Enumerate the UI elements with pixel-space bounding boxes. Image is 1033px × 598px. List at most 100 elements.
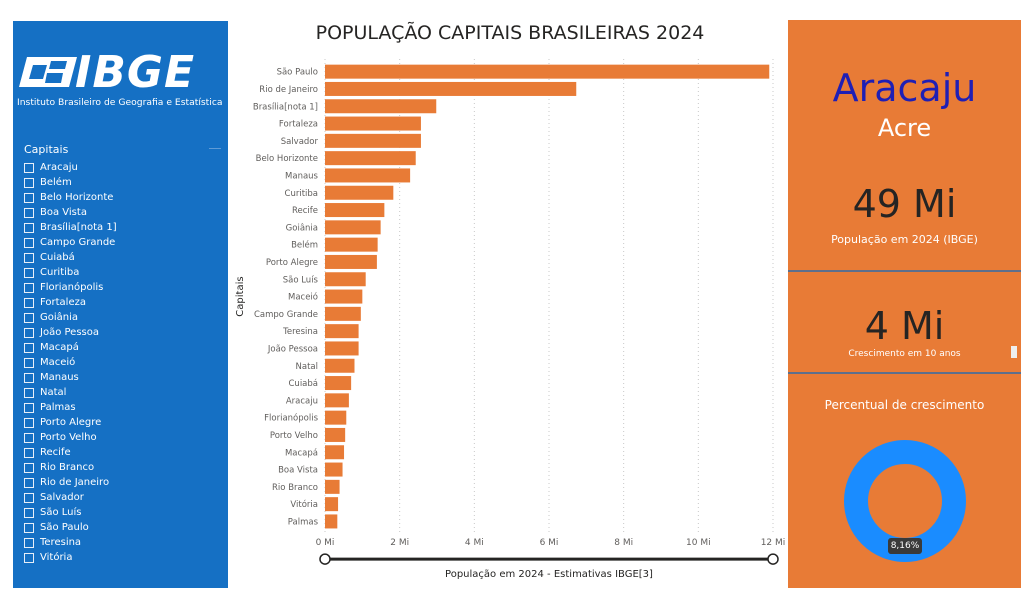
slicer-item[interactable]: Curitiba	[24, 265, 117, 280]
slicer-item-label: Belo Horizonte	[40, 192, 114, 203]
bar[interactable]	[325, 479, 340, 494]
bar[interactable]	[325, 427, 346, 442]
bar[interactable]	[325, 185, 394, 200]
bar[interactable]	[325, 220, 381, 235]
bar[interactable]	[325, 462, 343, 477]
checkbox[interactable]	[24, 462, 34, 473]
bar[interactable]	[325, 64, 770, 79]
slicer-item[interactable]: Cuiabá	[24, 250, 117, 265]
checkbox[interactable]	[24, 342, 34, 353]
donut-slice[interactable]	[844, 440, 966, 562]
checkbox[interactable]	[24, 237, 34, 248]
checkbox[interactable]	[24, 417, 34, 428]
scrollbar[interactable]	[1011, 346, 1017, 358]
slicer-item[interactable]: Recife	[24, 445, 117, 460]
slicer-item[interactable]: Porto Alegre	[24, 415, 117, 430]
y-category-label: Natal	[296, 362, 318, 372]
bar[interactable]	[325, 514, 338, 529]
checkbox[interactable]	[24, 177, 34, 188]
range-slider-handle-max[interactable]	[767, 553, 779, 565]
bar[interactable]	[325, 306, 361, 321]
slicer-item[interactable]: Palmas	[24, 400, 117, 415]
checkbox[interactable]	[24, 402, 34, 413]
population-label: População em 2024 (IBGE)	[831, 233, 978, 246]
x-tick-label: 2 Mi	[390, 538, 409, 548]
x-tick-label: 4 Mi	[465, 538, 484, 548]
bar[interactable]	[325, 99, 437, 114]
checkbox[interactable]	[24, 537, 34, 548]
slicer-item[interactable]: João Pessoa	[24, 325, 117, 340]
checkbox[interactable]	[24, 522, 34, 533]
checkbox[interactable]	[24, 387, 34, 398]
bar[interactable]	[325, 133, 421, 148]
growth-value: 4 Mi	[864, 304, 945, 348]
slicer-item[interactable]: Porto Velho	[24, 430, 117, 445]
bar[interactable]	[325, 341, 359, 356]
checkbox[interactable]	[24, 267, 34, 278]
bar[interactable]	[325, 410, 347, 425]
slicer-item[interactable]: Salvador	[24, 490, 117, 505]
slicer-item-label: João Pessoa	[40, 327, 99, 338]
bar[interactable]	[325, 289, 363, 304]
checkbox[interactable]	[24, 477, 34, 488]
y-category-label: Macapá	[285, 448, 318, 458]
slicer-item[interactable]: Natal	[24, 385, 117, 400]
slicer-item[interactable]: Campo Grande	[24, 235, 117, 250]
checkbox[interactable]	[24, 507, 34, 518]
slicer-item[interactable]: Maceió	[24, 355, 117, 370]
y-category-label: São Paulo	[277, 68, 318, 78]
bar[interactable]	[325, 254, 377, 269]
slicer-item[interactable]: Rio de Janeiro	[24, 475, 117, 490]
checkbox[interactable]	[24, 357, 34, 368]
bar[interactable]	[325, 324, 359, 339]
bar[interactable]	[325, 376, 352, 391]
checkbox[interactable]	[24, 447, 34, 458]
slicer-item[interactable]: São Paulo	[24, 520, 117, 535]
checkbox[interactable]	[24, 327, 34, 338]
slicer-item-label: Fortaleza	[40, 297, 86, 308]
bar[interactable]	[325, 151, 416, 166]
slicer-item[interactable]: Manaus	[24, 370, 117, 385]
bar[interactable]	[325, 203, 385, 218]
slicer-item[interactable]: Macapá	[24, 340, 117, 355]
slicer-item[interactable]: Boa Vista	[24, 205, 117, 220]
checkbox[interactable]	[24, 312, 34, 323]
slicer-item[interactable]: Florianópolis	[24, 280, 117, 295]
checkbox[interactable]	[24, 372, 34, 383]
checkbox[interactable]	[24, 162, 34, 173]
checkbox[interactable]	[24, 552, 34, 563]
slicer-item[interactable]: Brasília[nota 1]	[24, 220, 117, 235]
slicer-item[interactable]: Teresina	[24, 535, 117, 550]
bar[interactable]	[325, 237, 378, 252]
checkbox[interactable]	[24, 207, 34, 218]
bar[interactable]	[325, 393, 349, 408]
bar[interactable]	[325, 272, 366, 287]
bar[interactable]	[325, 81, 577, 96]
bar[interactable]	[325, 445, 345, 460]
slicer-item[interactable]: Belém	[24, 175, 117, 190]
x-tick-label: 10 Mi	[686, 538, 711, 548]
slicer-item[interactable]: Aracaju	[24, 160, 117, 175]
slicer-item[interactable]: Goiânia	[24, 310, 117, 325]
y-category-label: Maceió	[288, 292, 318, 303]
checkbox[interactable]	[24, 252, 34, 263]
slicer-item[interactable]: São Luís	[24, 505, 117, 520]
slicer-item[interactable]: Rio Branco	[24, 460, 117, 475]
checkbox[interactable]	[24, 222, 34, 233]
logo-subtitle: Instituto Brasileiro de Geografia e Esta…	[17, 97, 223, 108]
slicer-item[interactable]: Vitória	[24, 550, 117, 565]
y-category-label: Vitória	[290, 499, 318, 510]
bar[interactable]	[325, 168, 411, 183]
bar[interactable]	[325, 497, 339, 512]
slicer-item[interactable]: Belo Horizonte	[24, 190, 117, 205]
checkbox[interactable]	[24, 297, 34, 308]
bar[interactable]	[325, 358, 355, 373]
bar[interactable]	[325, 116, 421, 131]
y-category-label: Brasília[nota 1]	[253, 102, 318, 112]
range-slider-handle-min[interactable]	[319, 553, 331, 565]
checkbox[interactable]	[24, 282, 34, 293]
checkbox[interactable]	[24, 492, 34, 503]
slicer-item[interactable]: Fortaleza	[24, 295, 117, 310]
checkbox[interactable]	[24, 192, 34, 203]
checkbox[interactable]	[24, 432, 34, 443]
